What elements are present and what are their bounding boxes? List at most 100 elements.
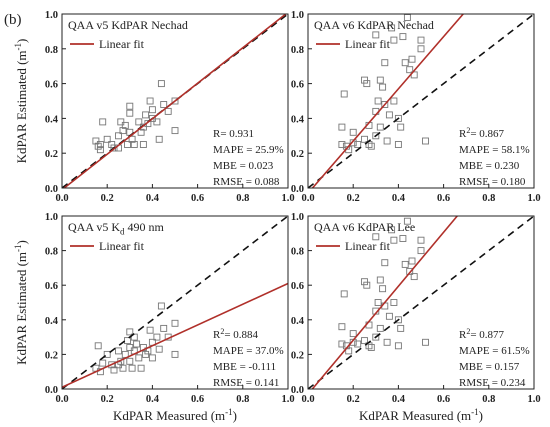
data-point [372, 132, 380, 140]
data-point [349, 128, 357, 136]
y-tick-label: 0.2 [45, 149, 58, 160]
data-point [422, 338, 429, 346]
data-point [155, 135, 163, 143]
data-point [119, 127, 127, 135]
stat-text: MAPE = 25.9% [213, 144, 284, 156]
data-point [401, 59, 409, 67]
data-point [157, 80, 165, 88]
data-point [128, 364, 136, 372]
data-point [128, 135, 136, 143]
legend-label: Linear fit [99, 239, 145, 253]
data-point [390, 36, 398, 44]
data-point [383, 338, 391, 346]
data-point [148, 354, 156, 362]
panel-title: QAA v5 KdPAR Nechad [68, 18, 188, 32]
data-point [124, 337, 131, 345]
data-point [126, 109, 134, 117]
data-point [133, 340, 141, 348]
panel-title: QAA v6 KdPAR Lee [314, 220, 415, 234]
stat-text: MAPE = 58.1% [459, 144, 530, 156]
data-point [372, 233, 380, 241]
data-point [406, 267, 414, 275]
data-point [376, 324, 384, 332]
legend-label: Linear fit [345, 239, 391, 253]
y-tick-label: 0.0 [45, 385, 58, 396]
data-point [171, 319, 179, 327]
y-tick-label: 0.4 [291, 114, 305, 125]
y-tick-label: 0.4 [45, 114, 59, 125]
y-axis-label: KdPAR Estimated (m-1) [13, 240, 29, 365]
y-tick-label: 0.8 [291, 45, 304, 56]
data-point [379, 83, 387, 91]
y-tick-label: 0.2 [45, 350, 58, 361]
data-point [376, 276, 384, 284]
data-point [408, 55, 416, 63]
data-point [171, 350, 179, 358]
data-point [148, 114, 156, 122]
data-point [363, 281, 371, 289]
x-tick-label: 0.6 [191, 394, 204, 405]
data-point [394, 316, 402, 324]
panel-1: 0.0 0.2 0.4 0.6 0.8 1.0 0.0 0.2 0.4 0.6 0.8 1.0 QAA … [13, 10, 295, 204]
data-point [349, 330, 357, 338]
y-tick-label: 0.2 [291, 350, 304, 361]
data-point [381, 259, 389, 267]
data-point [110, 366, 118, 374]
data-point [139, 141, 147, 148]
data-point [345, 347, 353, 355]
plot-frame [61, 215, 289, 390]
data-point [394, 342, 402, 350]
data-point [403, 217, 411, 225]
y-tick-label: 0.0 [291, 184, 304, 195]
data-point [157, 302, 165, 310]
y-tick-label: 0.8 [45, 45, 58, 56]
stat-text: MBE = 0.157 [459, 361, 520, 373]
linear-fit-line [62, 14, 288, 188]
x-tick-label: 0.4 [146, 193, 160, 204]
data-point [406, 66, 414, 74]
x-tick-label: 0.0 [301, 394, 314, 405]
data-point [376, 76, 384, 84]
panels: 0.0 0.2 0.4 0.6 0.8 1.00.00.20.40.60.81.0QAA … [13, 10, 541, 423]
data-point [338, 323, 346, 331]
panel-title: QAA v6 KdPAR Nechad [314, 18, 434, 32]
panel-4: 0.0 0.2 0.4 0.6 0.8 1.0 0.0 0.2 0.4 0.6 0.8 1.0 QAA … [291, 212, 541, 423]
y-tick-label: 0.8 [45, 247, 58, 258]
data-point [171, 127, 179, 135]
data-point [96, 146, 104, 154]
data-point [121, 121, 129, 129]
x-tick-label: 0.0 [55, 193, 68, 204]
x-axis-label: KdPAR Measured (m-1) [113, 407, 237, 423]
panel-2: 0.0 0.2 0.4 0.6 0.8 1.0 0.0 0.2 0.4 0.6 0.8 1.0 QAA … [291, 10, 541, 204]
data-point [394, 114, 402, 122]
data-point [397, 324, 405, 332]
data-point [399, 33, 407, 41]
data-point [367, 344, 375, 351]
panel-label: (b) [4, 12, 22, 28]
legend-label: Linear fit [99, 37, 145, 51]
data-point [92, 137, 100, 145]
y-tick-label: 0.2 [291, 149, 304, 160]
data-point [135, 354, 143, 362]
data-point [340, 90, 348, 98]
data-point [383, 137, 391, 145]
data-point [110, 144, 118, 152]
data-point [374, 299, 382, 306]
x-tick-label: 1.0 [527, 394, 540, 405]
legend-label: Linear fit [345, 37, 391, 51]
data-point [146, 326, 154, 334]
y-tick-label: 0.0 [45, 184, 58, 195]
x-axis-label: KdPAR Measured (m-1) [359, 407, 483, 423]
y-tick-label: 0.6 [291, 281, 304, 292]
data-point [417, 36, 425, 44]
x-tick-label: 0.0 [301, 193, 314, 204]
stat-text: R= 0.931 [213, 128, 254, 140]
data-point [401, 260, 409, 268]
data-point [115, 132, 122, 140]
y-tick-label: 0.0 [291, 385, 304, 396]
data-point [354, 141, 362, 148]
data-point [115, 347, 122, 355]
data-point [108, 361, 116, 369]
plot-frame [307, 215, 535, 390]
data-point [108, 141, 116, 148]
